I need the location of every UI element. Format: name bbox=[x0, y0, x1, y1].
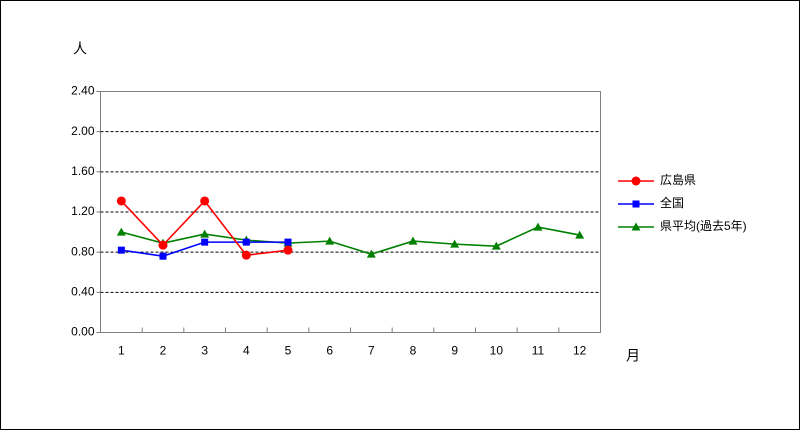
y-tick-label: 0.80 bbox=[71, 244, 95, 258]
marker bbox=[631, 176, 641, 186]
marker bbox=[450, 239, 460, 248]
x-tick-label: 6 bbox=[326, 344, 333, 358]
x-tick-label: 3 bbox=[201, 344, 208, 358]
marker bbox=[491, 241, 501, 250]
x-tick-label: 8 bbox=[410, 344, 417, 358]
x-tick-label: 12 bbox=[573, 344, 587, 358]
x-tick-label: 7 bbox=[368, 344, 375, 358]
marker bbox=[366, 249, 376, 258]
y-tick-label: 2.00 bbox=[71, 124, 95, 138]
marker bbox=[533, 222, 543, 231]
marker bbox=[117, 246, 125, 254]
marker bbox=[116, 196, 126, 206]
marker bbox=[242, 238, 250, 246]
x-axis-label: 月 bbox=[626, 348, 640, 364]
marker bbox=[116, 227, 126, 236]
x-tick-label: 2 bbox=[160, 344, 167, 358]
y-tick-label: 2.40 bbox=[71, 84, 95, 98]
x-tick-label: 11 bbox=[532, 344, 545, 358]
legend-label: 全国 bbox=[660, 195, 684, 210]
marker bbox=[200, 229, 210, 238]
x-tick-label: 4 bbox=[243, 344, 250, 358]
x-tick-label: 10 bbox=[490, 344, 504, 358]
marker bbox=[632, 200, 640, 208]
marker bbox=[631, 222, 641, 231]
marker bbox=[575, 230, 585, 239]
y-tick-label: 0.00 bbox=[71, 325, 95, 339]
marker bbox=[284, 238, 292, 246]
y-tick-label: 1.60 bbox=[71, 164, 95, 178]
marker bbox=[408, 236, 418, 245]
x-tick-label: 9 bbox=[451, 344, 458, 358]
legend-label: 広島県 bbox=[660, 172, 696, 187]
x-tick-label: 5 bbox=[285, 344, 292, 358]
marker bbox=[241, 250, 251, 260]
marker bbox=[200, 196, 210, 206]
series-line bbox=[121, 226, 580, 256]
y-tick-label: 1.20 bbox=[71, 204, 95, 218]
marker bbox=[201, 238, 209, 246]
y-axis-label: 人 bbox=[73, 41, 87, 57]
legend-label: 県平均(過去5年) bbox=[660, 219, 747, 233]
marker bbox=[159, 252, 167, 260]
y-tick-label: 0.40 bbox=[71, 285, 95, 299]
marker bbox=[283, 245, 293, 255]
x-tick-label: 1 bbox=[118, 344, 125, 358]
marker bbox=[158, 240, 168, 250]
marker bbox=[325, 236, 335, 245]
